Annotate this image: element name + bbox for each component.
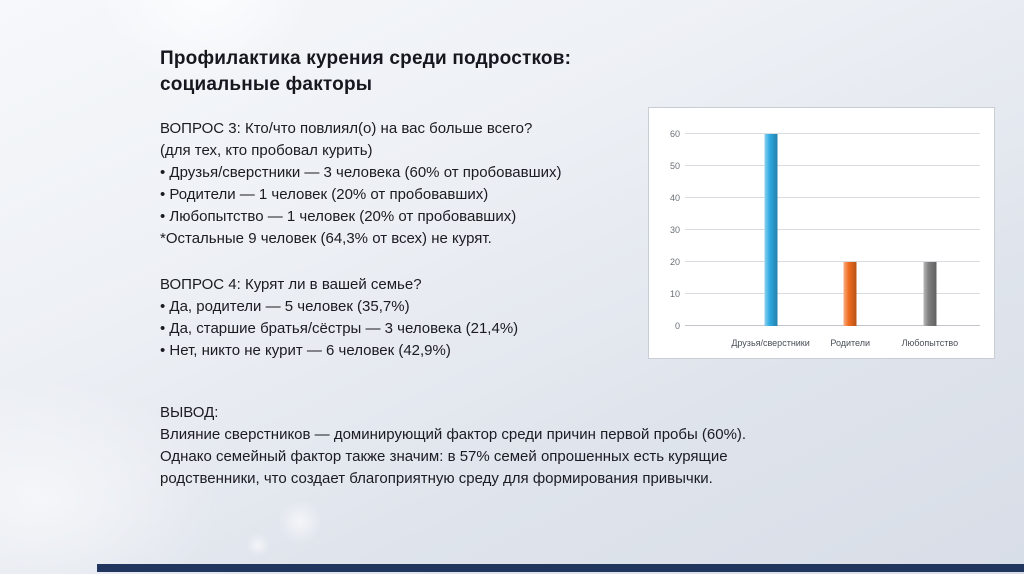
conclusion-heading: ВЫВОД: <box>160 404 219 421</box>
y-axis-tick-label: 60 <box>669 128 680 139</box>
chart-gridline <box>685 132 980 134</box>
y-axis-tick-label: 0 <box>674 321 680 331</box>
chart-bar-2 <box>843 261 857 326</box>
page-title-line2: социальные факторы <box>160 74 373 95</box>
question4-heading: ВОПРОС 4: Курят ли в вашей семье? <box>160 276 422 293</box>
chart-category-axis: Друзья/сверстники Родители Любопытство <box>685 336 980 352</box>
chart-bar-3 <box>923 261 937 326</box>
page-title-line1: Профилактика курения среди подростков: <box>160 48 572 69</box>
y-axis-tick-label: 30 <box>669 224 680 235</box>
chart-gridline <box>685 292 980 294</box>
page-title: Профилактика курения среди подростков: с… <box>160 46 571 98</box>
question4-bullet: • Да, старшие братья/сёстры — 3 человека… <box>160 320 519 337</box>
content-text-block: ВОПРОС 3: Кто/что повлиял(о) на вас боль… <box>160 118 960 490</box>
x-axis-category-label: Родители <box>830 338 871 348</box>
x-axis-category-label: Друзья/сверстники <box>731 338 810 348</box>
chart-gridline <box>685 325 980 326</box>
y-axis-tick-label: 10 <box>669 288 680 299</box>
question3-bullet: • Друзья/сверстники — 3 человека (60% от… <box>160 164 562 181</box>
y-axis-tick-label: 40 <box>669 192 680 203</box>
chart-gridline <box>685 164 980 166</box>
y-axis-tick-label: 20 <box>669 256 680 267</box>
chart-gridline <box>685 260 980 262</box>
y-axis-tick-label: 50 <box>669 160 680 171</box>
question3-note: *Остальные 9 человек (64,3% от всех) не … <box>160 230 492 247</box>
chart-plot-area: 0 10 20 30 40 50 60 <box>670 124 980 331</box>
chart-gridline <box>685 228 980 230</box>
question4-bullet: • Нет, никто не курит — 6 человек (42,9%… <box>160 342 451 359</box>
question3-subheading: (для тех, кто пробовал курить) <box>160 142 373 159</box>
question3-heading: ВОПРОС 3: Кто/что повлиял(о) на вас боль… <box>160 120 533 137</box>
question4-bullet: • Да, родители — 5 человек (35,7%) <box>160 298 410 315</box>
conclusion-line: Влияние сверстников — доминирующий факто… <box>160 426 747 443</box>
conclusion-line: родственники, что создает благоприятную … <box>160 470 713 487</box>
chart-bar-1 <box>764 133 778 326</box>
question3-bullet: • Родители — 1 человек (20% от пробовавш… <box>160 186 489 203</box>
x-axis-category-label: Любопытство <box>901 338 959 348</box>
bar-chart-panel: 0 10 20 30 40 50 60 Друзья/сверстники Родители Л… <box>648 107 995 359</box>
chart-gridline <box>685 196 980 198</box>
bottom-accent-bar <box>97 564 1024 572</box>
conclusion-line: Однако семейный фактор также значим: в 5… <box>160 448 728 465</box>
question3-bullet: • Любопытство — 1 человек (20% от пробов… <box>160 208 517 225</box>
spacer <box>160 362 960 402</box>
